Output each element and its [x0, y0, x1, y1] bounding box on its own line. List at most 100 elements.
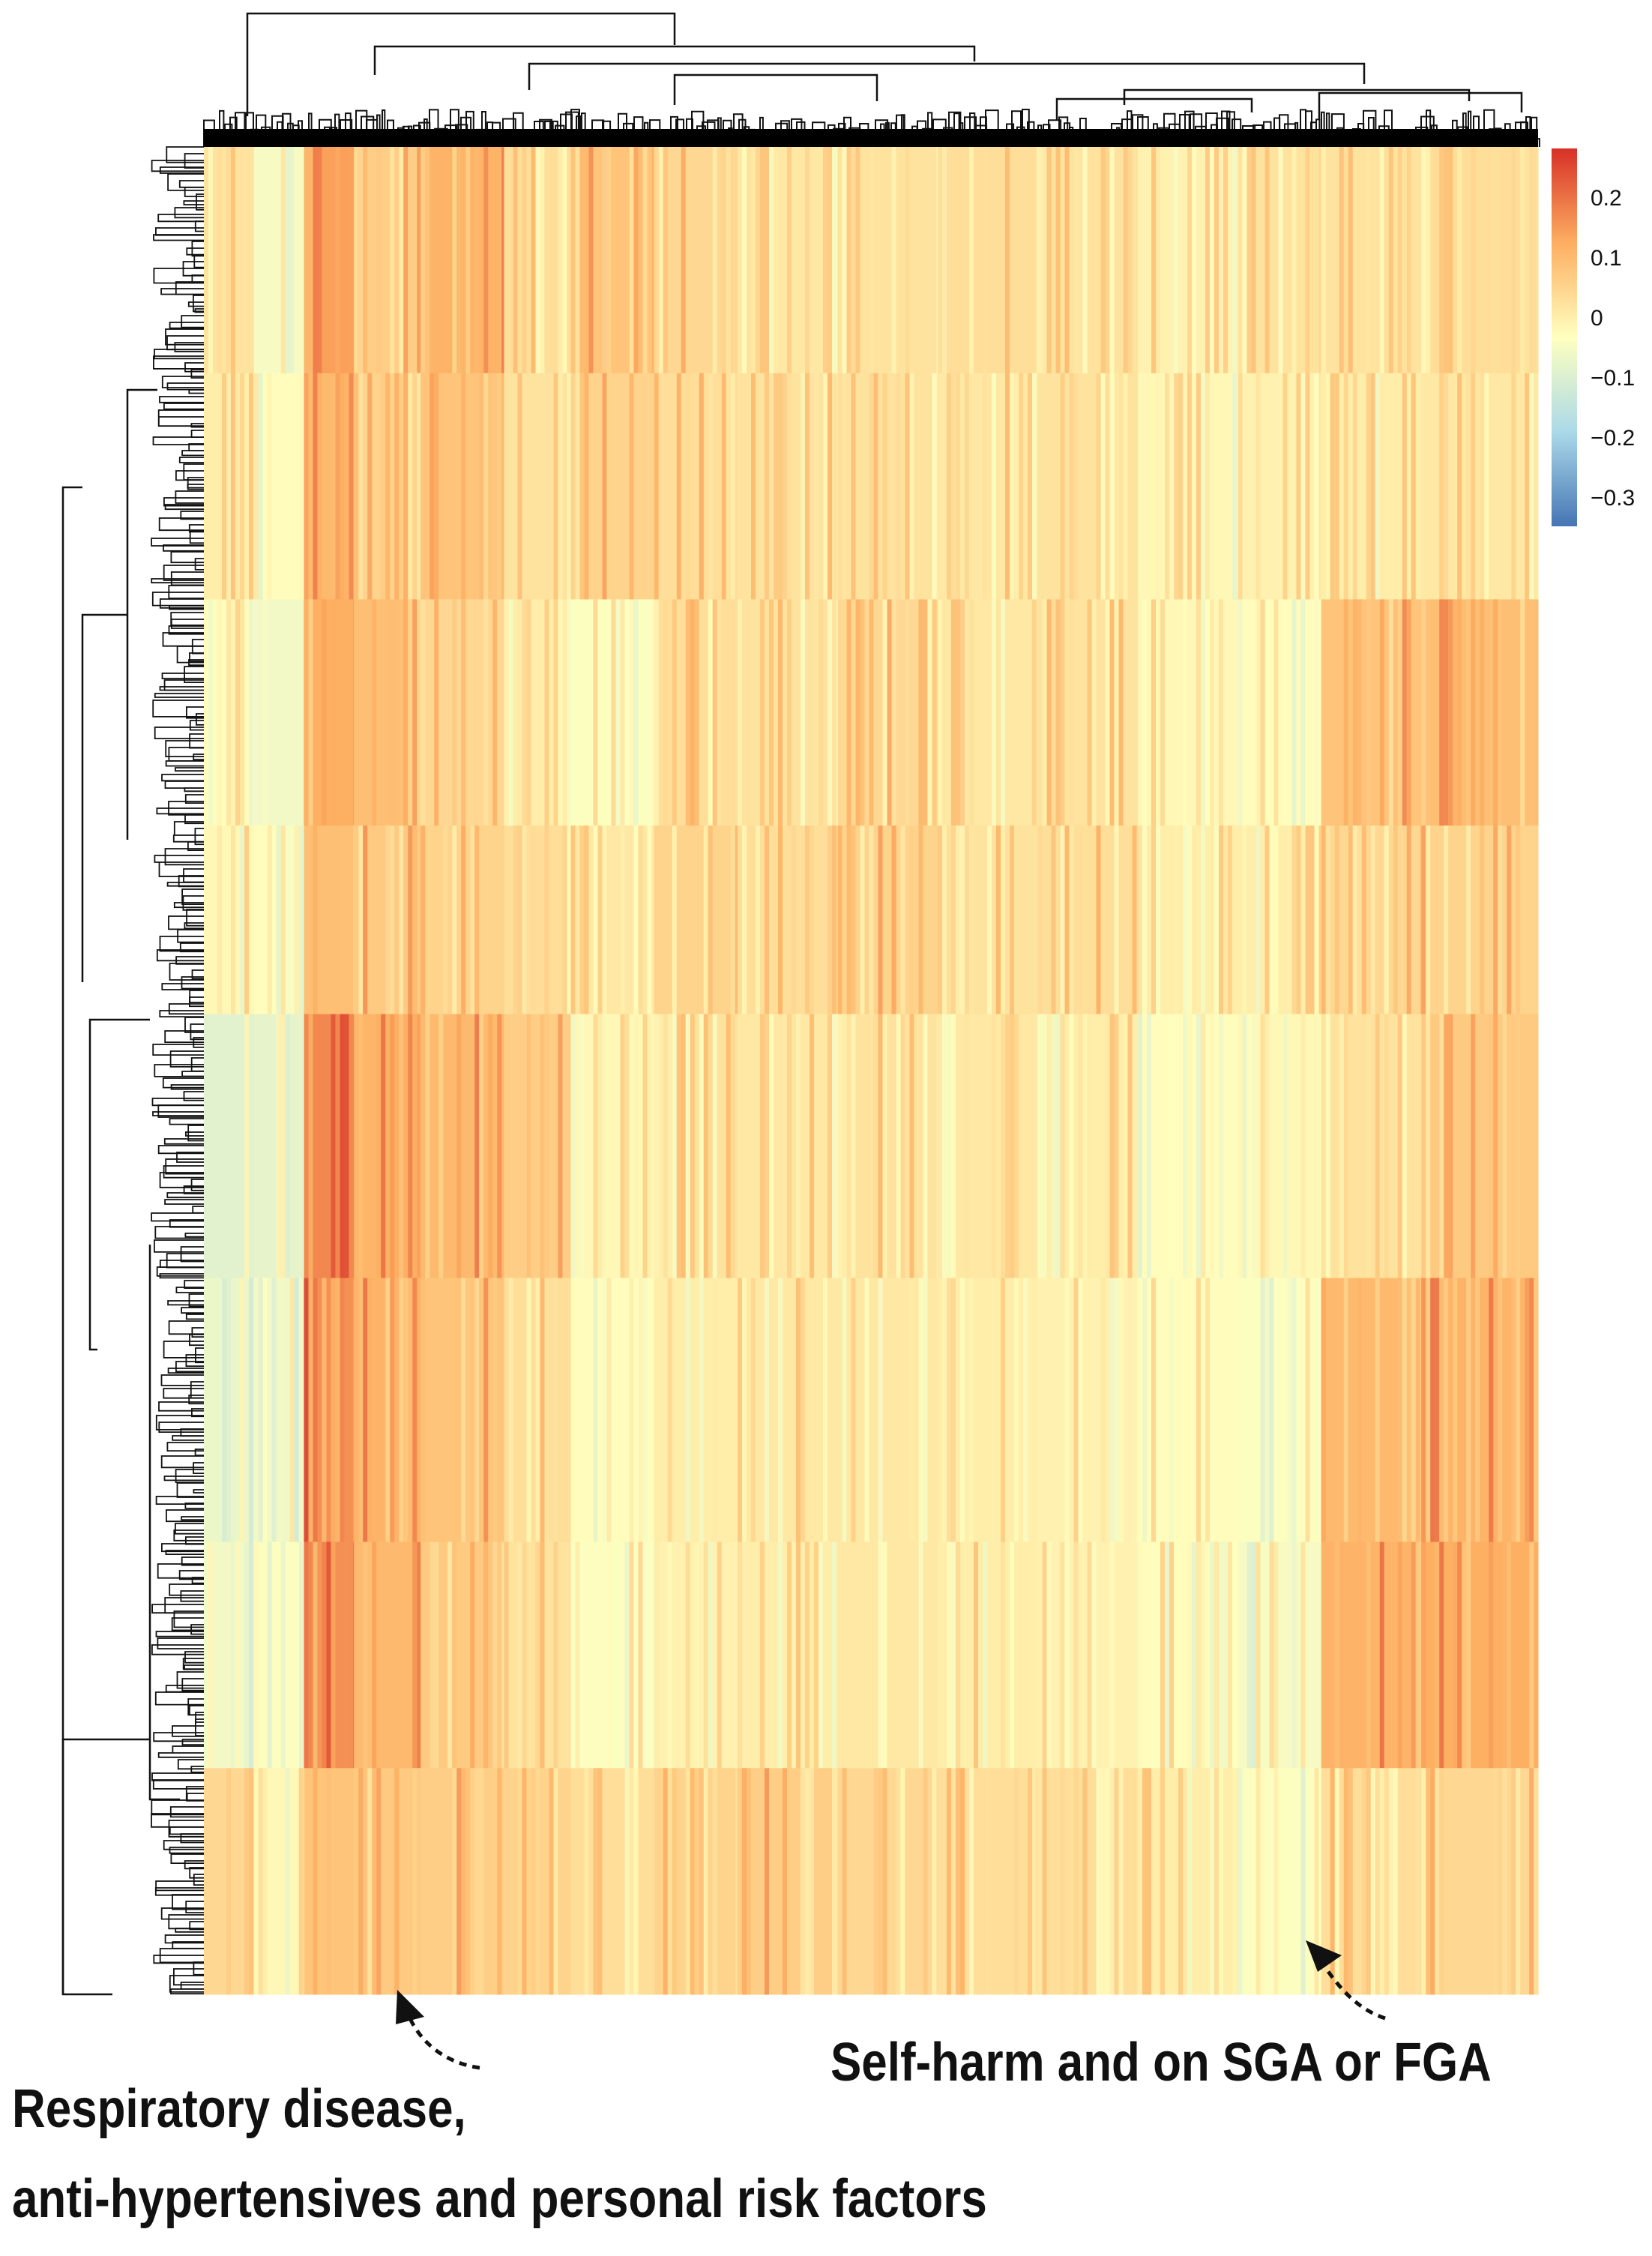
heatmap-cell	[738, 1768, 838, 1995]
heatmap-cell	[1138, 1014, 1238, 1279]
colorbar-tick-label: −0.2	[1591, 426, 1635, 451]
heatmap-cell	[654, 599, 738, 826]
heatmap-cell	[304, 599, 355, 826]
heatmap-cell	[938, 147, 1038, 374]
annotation-self-harm: Self-harm and on SGA or FGA	[830, 2033, 1492, 2093]
heatmap-cell	[504, 1278, 571, 1543]
heatmap-cell	[738, 1541, 838, 1769]
heatmap-cell	[504, 373, 571, 600]
heatmap-cell	[1421, 1541, 1539, 1769]
heatmap-cell	[1421, 147, 1539, 374]
heatmap-cell	[1321, 599, 1422, 826]
heatmap-cell	[354, 1278, 421, 1543]
heatmap-cell	[837, 825, 938, 1015]
heatmap-cell	[253, 1278, 304, 1543]
heatmap-cell	[1321, 373, 1422, 600]
heatmap-cell	[253, 373, 304, 600]
heatmap-cell	[504, 1014, 571, 1279]
heatmap-cell	[1238, 825, 1322, 1015]
heatmap-cell	[1321, 1768, 1422, 1995]
heatmap-cell	[1037, 599, 1139, 826]
heatmap-cell	[420, 1014, 504, 1279]
heatmap-cell	[1421, 1278, 1539, 1543]
annotation-respiratory-line2: anti-hypertensives and personal risk fac…	[12, 2169, 987, 2229]
heatmap-cell	[837, 1768, 938, 1995]
self-harm-arrow-icon	[1320, 1961, 1386, 2021]
heatmap-cell	[253, 1768, 304, 1995]
heatmap-cell	[654, 1278, 738, 1543]
colorbar-legend: 0.2 0.1 0 −0.1 −0.2 −0.3	[1552, 148, 1635, 526]
heatmap-cell	[354, 1541, 421, 1769]
heatmap-cell	[837, 1541, 938, 1769]
heatmap-cell	[738, 599, 838, 826]
heatmap-cell	[654, 1768, 738, 1995]
heatmap-cell	[1238, 599, 1322, 826]
respiratory-arrowhead-icon	[396, 1990, 424, 2024]
heatmap-cell	[1321, 825, 1422, 1015]
heatmap-cell	[304, 1014, 355, 1279]
heatmap-cell	[420, 1768, 504, 1995]
heatmap-cell	[354, 1768, 421, 1995]
colorbar-tick-label: 0.2	[1591, 186, 1622, 211]
heatmap-cell	[570, 1278, 655, 1543]
heatmap-cell	[204, 373, 255, 600]
heatmap-cell	[654, 373, 738, 600]
colorbar-tick-label: 0	[1591, 306, 1603, 331]
heatmap-cell	[654, 147, 738, 374]
heatmap-cell	[1238, 1014, 1322, 1279]
heatmap-cell	[204, 599, 255, 826]
heatmap-cell	[570, 147, 655, 374]
heatmap-cell	[1138, 1278, 1238, 1543]
heatmap-cell	[1037, 1014, 1139, 1279]
heatmap-cell	[1138, 373, 1238, 600]
heatmap-cell	[253, 825, 304, 1015]
heatmap-cell	[204, 1768, 255, 1995]
heatmap-cell	[253, 1014, 304, 1279]
heatmap-cell	[1037, 1768, 1139, 1995]
heatmap-cell	[1321, 1541, 1422, 1769]
heatmap-cell	[570, 1768, 655, 1995]
heatmap-cell	[938, 1014, 1038, 1279]
heatmap-cell	[1138, 825, 1238, 1015]
heatmap-cell	[304, 1768, 355, 1995]
heatmap-cell	[837, 1014, 938, 1279]
heatmap-cell	[204, 1278, 255, 1543]
heatmap-cell	[1321, 1278, 1422, 1543]
heatmap-cell	[504, 1768, 571, 1995]
heatmap-cell	[1037, 1278, 1139, 1543]
heatmap-cell	[253, 1541, 304, 1769]
heatmap-cell	[304, 1541, 355, 1769]
heatmap-cell	[420, 373, 504, 600]
heatmap-cell	[354, 599, 421, 826]
column-dendrogram	[203, 12, 1540, 147]
heatmap-cell	[654, 1014, 738, 1279]
heatmap-cell	[837, 147, 938, 374]
colorbar-tick-label: −0.1	[1591, 366, 1635, 391]
heatmap-cell	[504, 147, 571, 374]
heatmap-cell	[738, 147, 838, 374]
colorbar-tick-label: −0.3	[1591, 486, 1635, 511]
respiratory-arrow-icon	[407, 2015, 480, 2070]
heatmap-cell	[420, 599, 504, 826]
heatmap-cell	[938, 1768, 1038, 1995]
heatmap-cell	[738, 373, 838, 600]
heatmap-cell	[1238, 1541, 1322, 1769]
heatmap-cell	[1321, 1014, 1422, 1279]
heatmap-cell	[420, 825, 504, 1015]
heatmap-cell	[253, 147, 304, 374]
heatmap-cell	[1138, 1541, 1238, 1769]
heatmap-cell	[304, 373, 355, 600]
heatmap-cell	[654, 1541, 738, 1769]
heatmap-cell	[1138, 599, 1238, 826]
self-harm-arrowhead-icon	[1306, 1940, 1342, 1972]
heatmap-cell	[938, 825, 1038, 1015]
heatmap-cell	[938, 1278, 1038, 1543]
colorbar-gradient	[1552, 148, 1577, 526]
heatmap-cell	[837, 1278, 938, 1543]
heatmap-cell	[570, 1541, 655, 1769]
heatmap-cell	[1037, 147, 1139, 374]
heatmap-cell	[304, 1278, 355, 1543]
heatmap-cell	[420, 1541, 504, 1769]
heatmap-cell	[1138, 147, 1238, 374]
